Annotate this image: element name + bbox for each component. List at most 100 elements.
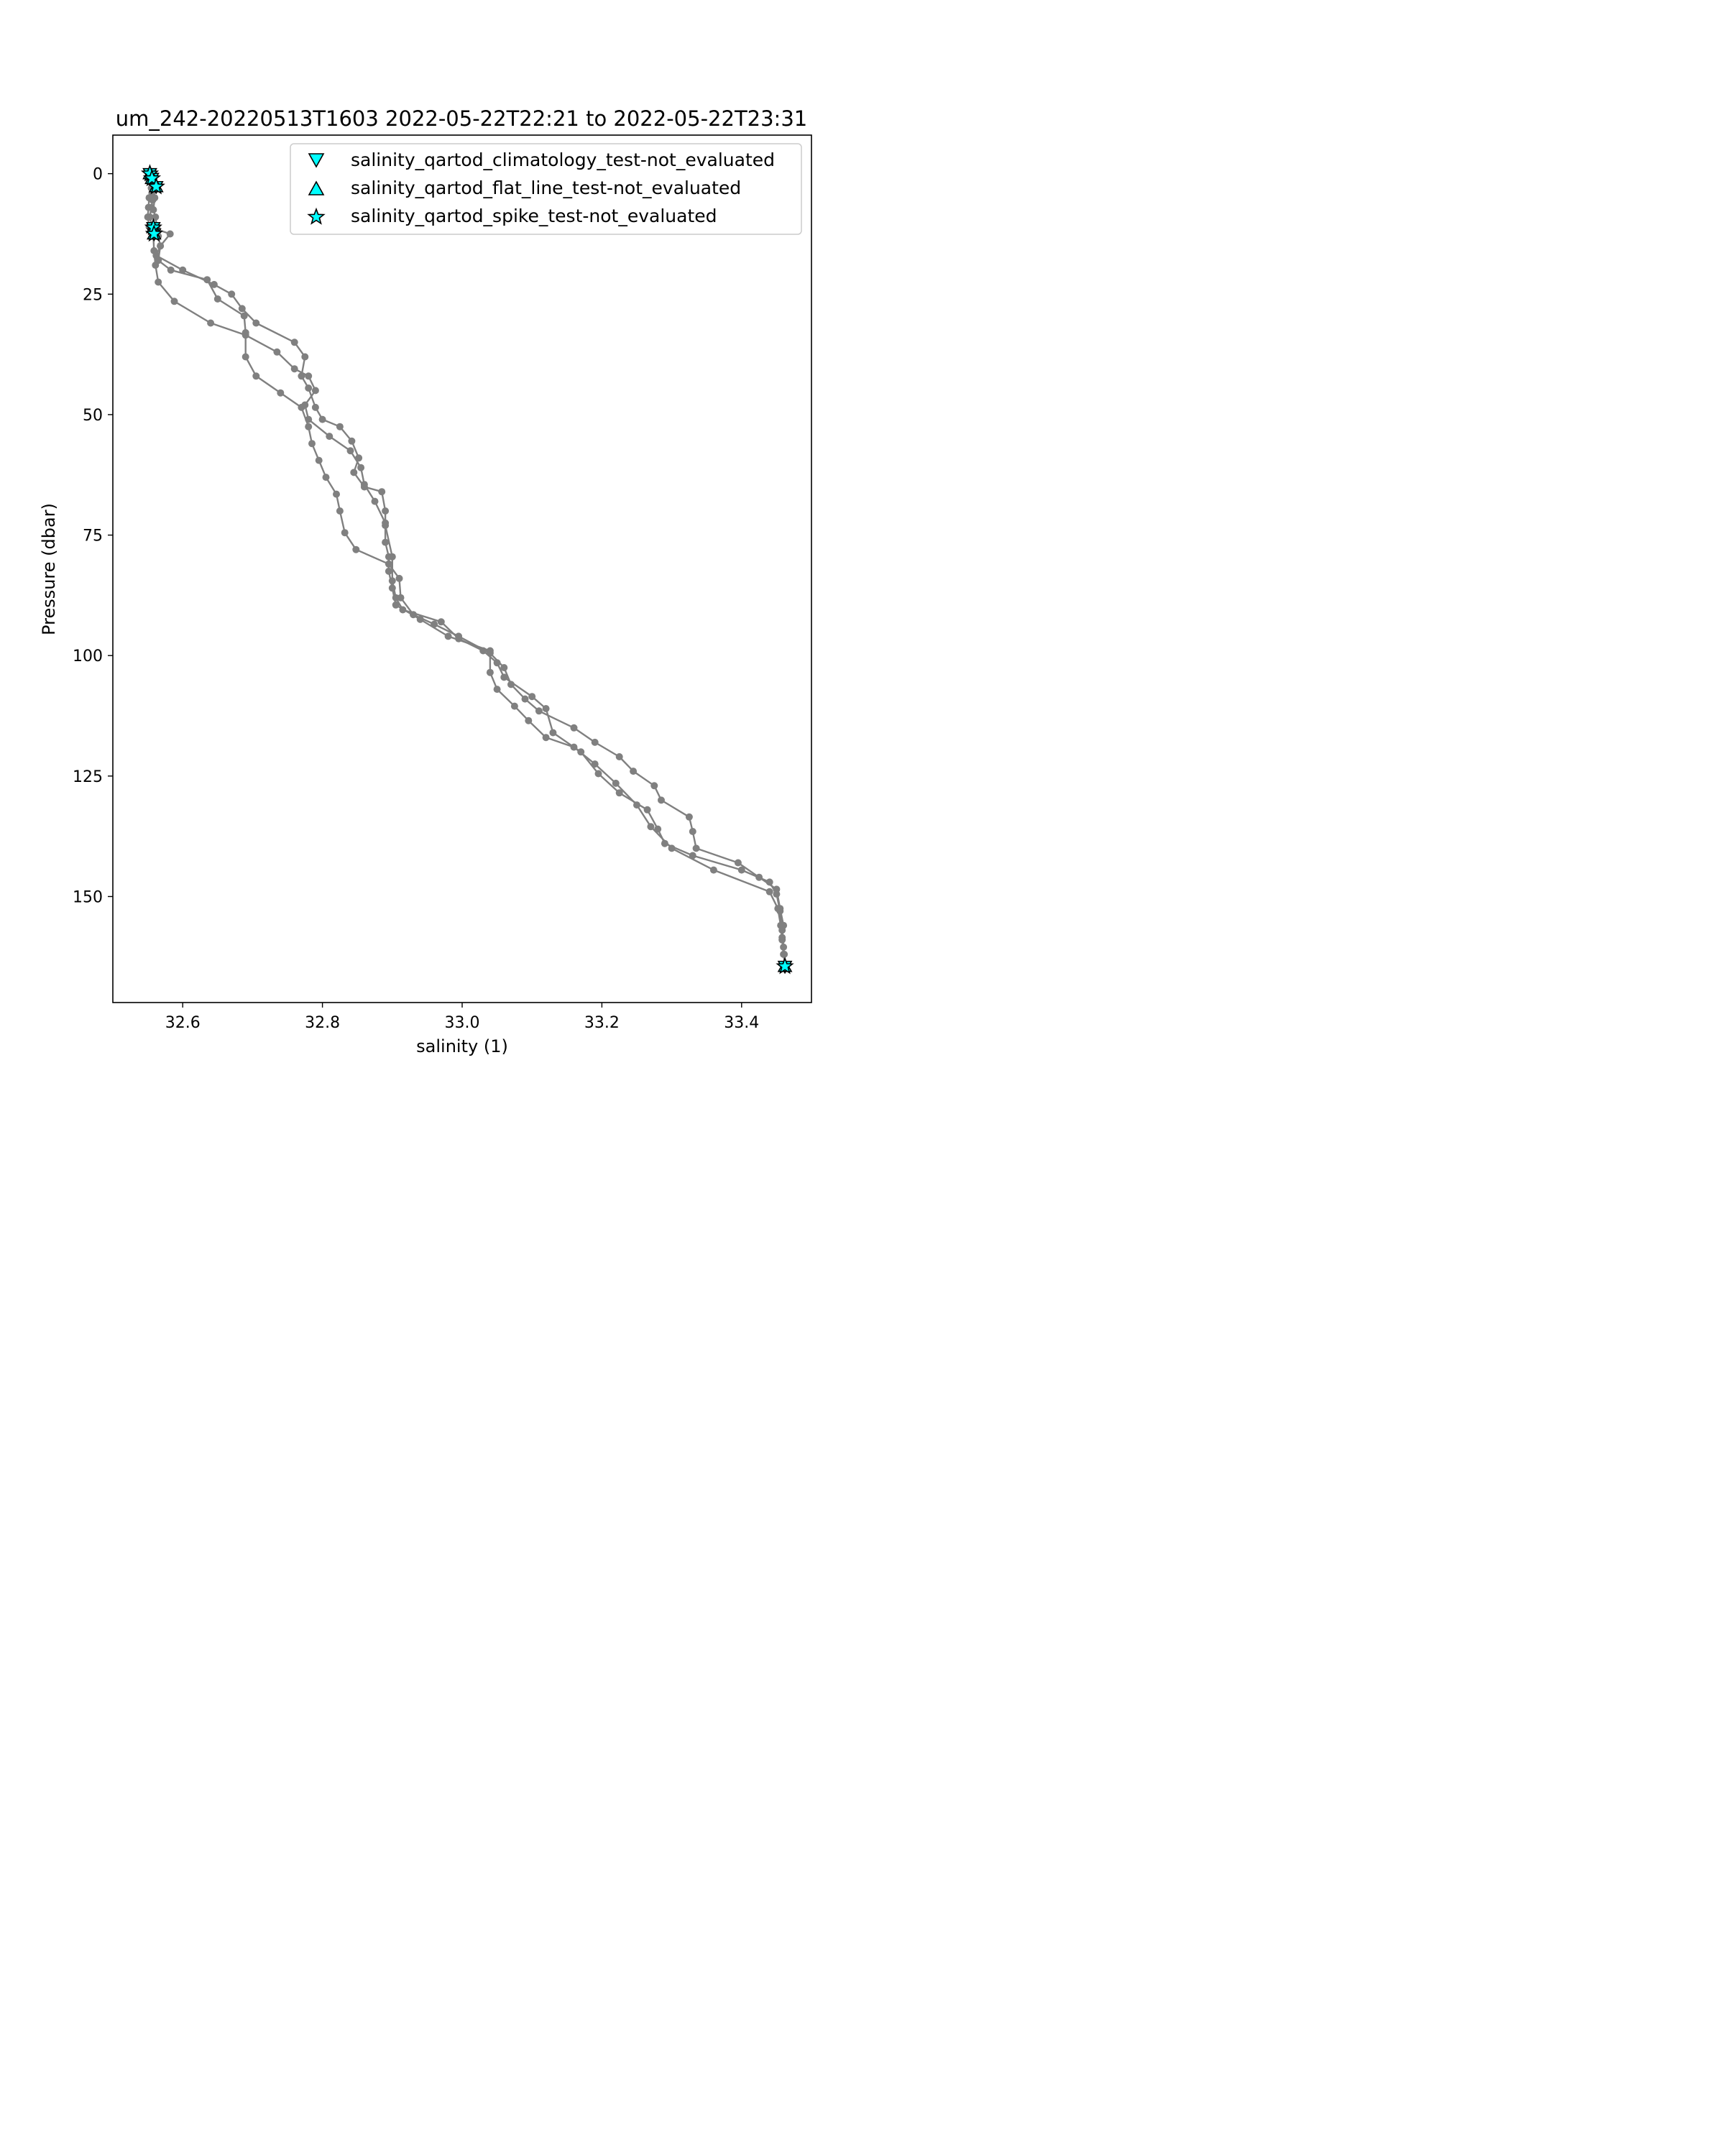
- data-point: [689, 852, 696, 860]
- data-point: [277, 389, 285, 397]
- data-point: [155, 278, 162, 286]
- data-point: [388, 577, 396, 585]
- data-point: [333, 490, 340, 498]
- data-point: [357, 464, 365, 471]
- data-point: [493, 659, 501, 667]
- data-point: [615, 789, 623, 797]
- x-tick-label: 33.4: [724, 1014, 759, 1032]
- data-point: [521, 695, 529, 703]
- series-line-2: [147, 175, 786, 967]
- y-axis-label: Pressure (dbar): [39, 503, 59, 635]
- data-point: [493, 686, 501, 694]
- legend: salinity_qartod_climatology_test-not_eva…: [290, 143, 802, 235]
- data-point: [213, 295, 221, 303]
- data-point: [355, 454, 363, 462]
- data-point: [612, 779, 620, 787]
- data-point: [385, 560, 392, 568]
- x-axis-label: salinity (1): [416, 1036, 508, 1056]
- triangle-up-icon: [308, 180, 325, 195]
- data-point: [444, 632, 452, 640]
- data-point: [145, 194, 153, 202]
- data-point: [352, 545, 360, 553]
- spike-flag-marker: [142, 168, 162, 187]
- y-axis-ticks: 0 25 50 75 100 125 150: [73, 166, 113, 906]
- data-point: [778, 926, 786, 934]
- plot-marks: [140, 164, 794, 975]
- y-tick-label: 25: [83, 286, 103, 304]
- data-point: [510, 702, 518, 710]
- data-point: [737, 866, 745, 874]
- data-point: [500, 664, 508, 671]
- data-point: [166, 230, 174, 238]
- chart-title: um_242-20220513T1603 2022-05-22T22:21 to…: [116, 106, 807, 131]
- data-point: [773, 890, 781, 898]
- data-point: [252, 319, 260, 327]
- data-point: [685, 813, 693, 821]
- spike-flag-marker: [147, 177, 165, 195]
- data-point: [378, 488, 386, 496]
- y-tick-label: 75: [83, 528, 103, 545]
- data-point: [290, 338, 298, 346]
- data-point: [179, 266, 187, 274]
- data-point: [167, 266, 175, 274]
- data-point: [385, 567, 392, 575]
- data-point: [570, 724, 578, 732]
- legend-frame: [290, 143, 802, 235]
- x-axis-ticks: 32.6 32.8 33.0 33.2 33.4: [165, 1003, 759, 1032]
- data-point: [151, 194, 159, 202]
- data-point: [630, 768, 638, 775]
- y-tick-label: 125: [73, 768, 103, 786]
- data-point: [207, 319, 215, 327]
- data-point: [305, 372, 313, 380]
- data-point: [311, 387, 319, 395]
- data-point: [228, 290, 236, 298]
- data-point: [318, 415, 326, 423]
- data-point: [594, 770, 602, 778]
- data-point: [765, 878, 773, 886]
- data-point: [392, 594, 400, 602]
- legend-label-flat-line: salinity_qartod_flat_line_test-not_evalu…: [351, 178, 741, 198]
- plot-area-frame: [112, 134, 812, 1003]
- data-point: [242, 328, 249, 336]
- data-point: [392, 601, 400, 609]
- data-point: [350, 469, 358, 476]
- series-line-3: [151, 178, 786, 967]
- data-point: [765, 888, 773, 895]
- data-point: [382, 522, 390, 530]
- data-point: [308, 440, 316, 448]
- data-point: [549, 729, 557, 737]
- data-point: [144, 213, 152, 221]
- data-point: [643, 806, 651, 814]
- data-point: [336, 423, 344, 430]
- data-point: [431, 620, 438, 628]
- data-point: [157, 242, 165, 250]
- data-point: [336, 507, 344, 515]
- data-point: [311, 403, 319, 411]
- data-point: [500, 673, 508, 681]
- data-point: [479, 647, 487, 655]
- data-point: [210, 280, 218, 288]
- data-point: [382, 507, 390, 515]
- data-point: [242, 353, 249, 361]
- data-point: [348, 437, 356, 445]
- x-tick-label: 33.0: [445, 1014, 480, 1032]
- data-point: [692, 844, 700, 852]
- data-point: [315, 456, 323, 464]
- data-point: [709, 866, 717, 874]
- data-point: [528, 693, 536, 701]
- data-point: [298, 403, 305, 411]
- data-point: [273, 348, 281, 356]
- data-point: [658, 796, 665, 804]
- y-tick-label: 100: [73, 648, 103, 665]
- star-icon: [307, 207, 326, 225]
- data-point: [252, 372, 260, 380]
- data-point: [238, 305, 246, 313]
- data-point: [341, 529, 349, 537]
- x-tick-label: 32.8: [305, 1014, 340, 1032]
- data-point: [437, 618, 445, 626]
- data-point: [326, 433, 334, 441]
- data-point: [395, 574, 403, 582]
- y-tick-label: 0: [93, 166, 103, 184]
- data-point: [486, 668, 494, 676]
- data-point: [322, 474, 330, 482]
